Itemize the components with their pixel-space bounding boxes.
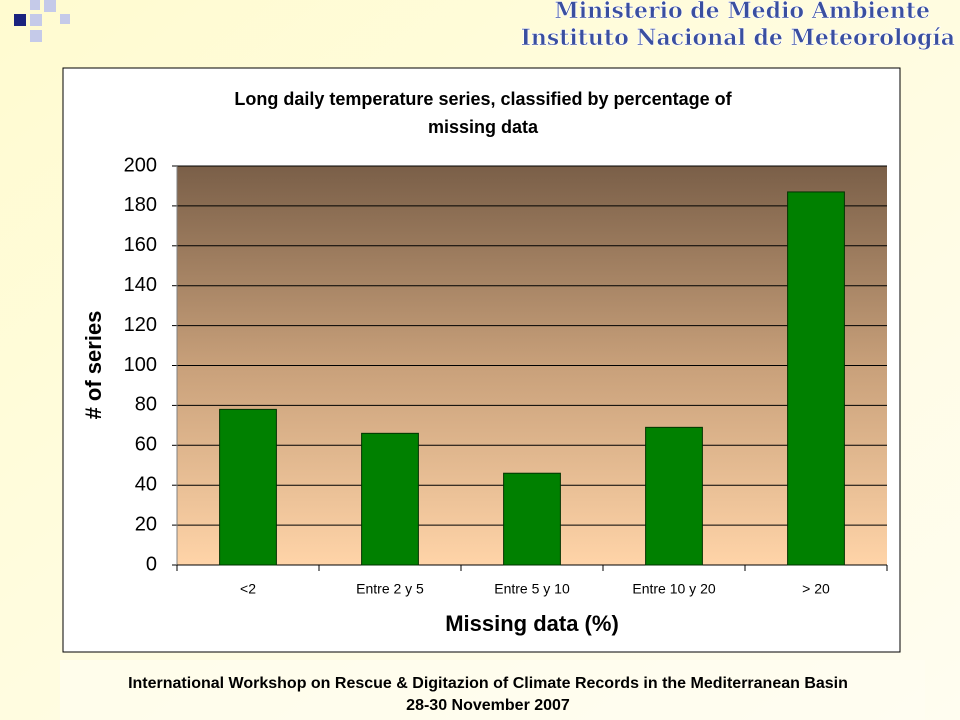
x-tick-label: Entre 2 y 5 bbox=[356, 581, 424, 597]
chart-title-line: missing data bbox=[428, 117, 539, 137]
footer-line: 28-30 November 2007 bbox=[406, 697, 570, 714]
x-tick-label: Entre 5 y 10 bbox=[494, 581, 570, 597]
x-tick-label: > 20 bbox=[802, 581, 830, 597]
chart-title: Long daily temperature series, classifie… bbox=[234, 89, 732, 137]
y-tick-label: 120 bbox=[124, 314, 157, 336]
header-line: Instituto Nacional de Meteorología bbox=[521, 25, 955, 51]
y-tick-label: 100 bbox=[124, 354, 157, 376]
y-tick-label: 200 bbox=[124, 154, 157, 176]
bar bbox=[503, 472, 561, 566]
y-tick-label: 40 bbox=[135, 473, 157, 495]
footer: International Workshop on Rescue & Digit… bbox=[128, 675, 848, 714]
chart-title-line: Long daily temperature series, classifie… bbox=[234, 89, 732, 109]
x-tick-label: Entre 10 y 20 bbox=[632, 581, 715, 597]
x-tick-label: <2 bbox=[240, 581, 256, 597]
footer-line: International Workshop on Rescue & Digit… bbox=[128, 675, 848, 692]
header: Ministerio de Medio Ambiente Instituto N… bbox=[520, 0, 955, 51]
bar bbox=[645, 426, 703, 566]
x-axis-title: Missing data (%) bbox=[445, 611, 619, 636]
header-line: Ministerio de Medio Ambiente bbox=[554, 0, 930, 24]
marks bbox=[219, 191, 845, 566]
y-tick-label: 80 bbox=[135, 394, 157, 416]
y-tick-label: 60 bbox=[135, 434, 157, 456]
y-tick-label: 160 bbox=[124, 234, 157, 256]
bar bbox=[219, 408, 277, 566]
y-tick-label: 0 bbox=[146, 553, 157, 575]
y-tick-label: 20 bbox=[135, 513, 157, 535]
bar bbox=[361, 432, 419, 566]
footer-band bbox=[60, 660, 925, 720]
y-axis-title: # of series bbox=[81, 311, 106, 420]
decoration bbox=[14, 0, 70, 42]
y-tick-label: 180 bbox=[124, 194, 157, 216]
y-tick-label: 140 bbox=[124, 274, 157, 296]
bar bbox=[787, 191, 845, 566]
